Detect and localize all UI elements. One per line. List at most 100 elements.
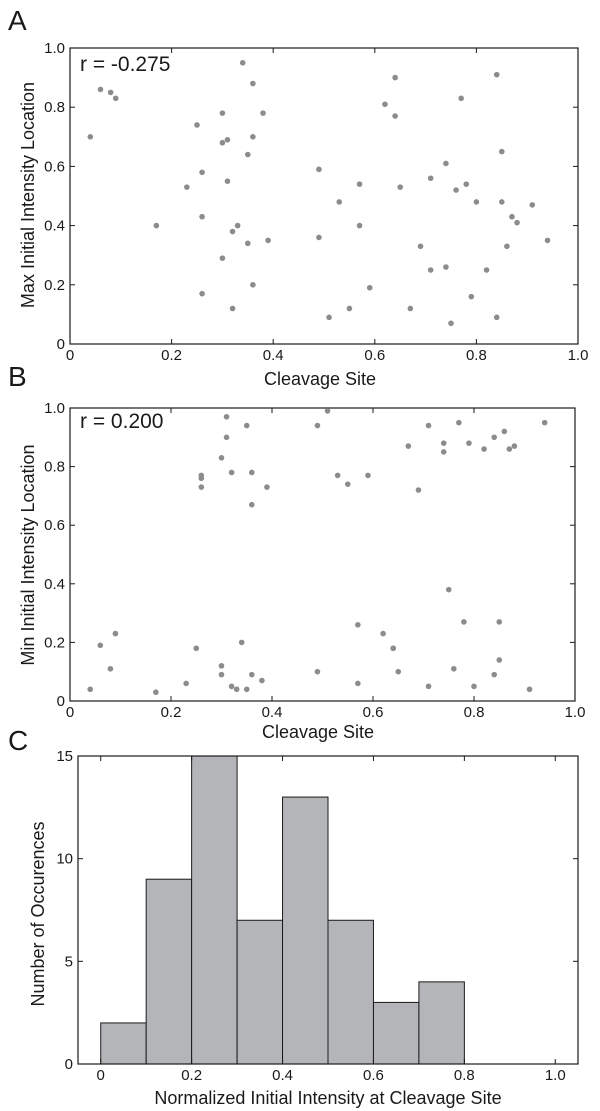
panel-b: B 0 0.2 0.4 0.6 0.8 1.0 0 0.2 0.4 0.6 0.8 1.0 r = 0… <box>8 361 585 742</box>
c-x-tick-label: 0 <box>97 1067 105 1084</box>
b-data-point <box>380 630 386 637</box>
b-data-point <box>344 481 351 487</box>
a-data-point <box>443 264 449 270</box>
a-data-point <box>194 122 200 128</box>
b-data-point <box>218 663 225 669</box>
a-x-tick-label: 0 <box>66 347 74 364</box>
b-data-point <box>153 689 159 696</box>
a-data-point <box>407 305 414 312</box>
a-data-point <box>87 134 94 140</box>
b-data-point <box>456 419 462 426</box>
c-x-tick-label: 0.4 <box>272 1067 293 1084</box>
a-data-point <box>250 282 256 288</box>
b-y-tick-label: 1.0 <box>44 400 65 417</box>
c-y-tick-label: 5 <box>65 953 73 970</box>
b-data-point <box>183 680 189 687</box>
c-histogram-bar <box>236 919 284 1065</box>
b-data-point <box>233 686 240 693</box>
a-data-point <box>326 314 332 321</box>
histogram-c: 0 0.2 0.4 0.6 0.8 1.0 0 5 10 15 <box>56 748 579 1084</box>
b-x-tick-label: 0.4 <box>262 704 283 721</box>
a-y-tick-label: 0.6 <box>44 158 65 175</box>
a-data-point <box>499 199 505 205</box>
b-y-tick-label: 0.6 <box>44 517 65 534</box>
b-data-point <box>228 683 235 690</box>
c-histogram-bar <box>327 919 374 1065</box>
a-data-point <box>316 234 322 241</box>
panel-label-b: B <box>8 361 27 392</box>
b-plot-frame <box>69 407 576 702</box>
b-y-tick-label: 0.2 <box>44 634 65 651</box>
y-axis-title-a: Max Initial Intensity Location <box>18 82 38 308</box>
a-x-tick-label: 1.0 <box>568 347 589 364</box>
b-y-tick-label: 0.4 <box>44 576 65 593</box>
b-y-tick-label: 0 <box>57 693 65 710</box>
b-data-point <box>107 665 114 672</box>
a-data-point <box>499 148 505 155</box>
c-histogram-bar <box>100 1022 147 1065</box>
a-data-point <box>453 187 459 193</box>
b-data-point <box>314 668 321 675</box>
b-data-point <box>405 443 412 449</box>
a-data-point <box>529 202 536 208</box>
b-data-point <box>526 686 533 693</box>
b-data-point <box>481 446 487 452</box>
a-data-point <box>245 151 251 158</box>
a-data-point <box>448 320 454 327</box>
b-data-point <box>415 487 422 493</box>
a-data-point <box>458 95 464 102</box>
b-x-tick-label: 0.8 <box>464 704 485 721</box>
b-data-point <box>249 469 255 476</box>
scatter-plot-b: 0 0.2 0.4 0.6 0.8 1.0 0 0.2 0.4 0.6 0.8 1.0 <box>44 400 585 721</box>
a-x-tick-label: 0.8 <box>466 347 487 364</box>
c-histogram-bar <box>145 878 193 1065</box>
a-data-point <box>224 136 231 143</box>
a-data-point <box>234 222 241 229</box>
b-data-point <box>466 440 472 446</box>
a-data-point <box>514 219 520 226</box>
a-x-tick-label: 0.2 <box>161 347 182 364</box>
c-y-tick-label: 0 <box>65 1056 73 1073</box>
c-histogram-bar <box>372 1001 420 1065</box>
b-data-point <box>511 443 518 449</box>
a-data-point <box>219 139 226 146</box>
b-x-tick-label: 0.6 <box>363 704 384 721</box>
a-data-point <box>544 237 551 244</box>
y-axis-title-c: Number of Occurences <box>28 821 48 1006</box>
c-histogram-bar <box>282 796 329 1065</box>
correlation-label-a: r = -0.275 <box>80 53 170 76</box>
a-data-point <box>250 80 256 87</box>
b-data-point <box>365 472 371 479</box>
b-data-point <box>425 422 432 429</box>
a-data-point <box>265 237 271 244</box>
a-data-point <box>427 175 434 182</box>
b-data-point <box>471 683 477 690</box>
a-y-tick-label: 0.8 <box>44 99 65 116</box>
a-y-tick-label: 0.4 <box>44 218 65 235</box>
b-data-point <box>355 622 361 628</box>
x-axis-title-c: Normalized Initial Intensity at Cleavage… <box>154 1088 501 1108</box>
a-data-point <box>427 267 434 273</box>
a-data-point <box>316 166 322 173</box>
a-x-tick-label: 0.6 <box>364 347 385 364</box>
a-data-point <box>224 178 231 184</box>
panel-label-c: C <box>8 725 28 756</box>
b-data-point <box>238 639 245 646</box>
b-data-point <box>218 671 225 678</box>
b-data-point <box>425 683 432 690</box>
b-data-point <box>496 619 503 625</box>
c-x-tick-label: 0.2 <box>181 1067 202 1084</box>
b-data-point <box>228 469 235 476</box>
a-data-point <box>112 95 119 102</box>
b-data-point <box>243 422 250 429</box>
a-data-point <box>239 60 246 66</box>
b-data-point <box>249 671 255 678</box>
b-data-point <box>218 455 225 461</box>
b-data-point <box>198 484 205 490</box>
a-data-point <box>97 86 104 93</box>
a-data-point <box>463 181 470 187</box>
b-data-point <box>193 645 200 652</box>
b-data-point <box>496 657 503 663</box>
b-data-point <box>501 428 508 435</box>
